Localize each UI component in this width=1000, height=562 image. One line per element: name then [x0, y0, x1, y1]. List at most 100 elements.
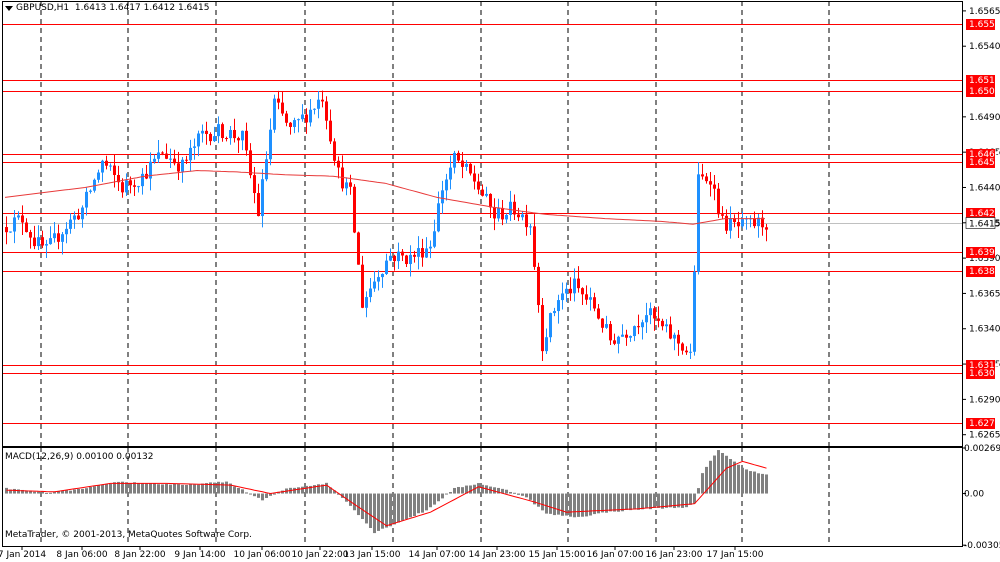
macd-title: MACD(12,26,9) 0.00100 0.00132	[5, 452, 154, 462]
candle-body	[761, 217, 764, 228]
candle-body	[125, 180, 128, 193]
candle-body	[53, 233, 56, 239]
candle-body	[273, 98, 276, 130]
macd-histogram-bar	[9, 489, 12, 494]
macd-histogram-bar	[429, 493, 432, 508]
candle-body	[525, 214, 528, 228]
candle-body	[485, 193, 488, 196]
candle-body	[433, 231, 436, 247]
candle-body	[21, 215, 24, 223]
macd-histogram-bar	[477, 483, 480, 494]
candle-body	[313, 108, 316, 110]
candle-body	[33, 237, 36, 247]
macd-histogram-bar	[333, 490, 336, 494]
candle-body	[557, 300, 560, 312]
macd-histogram-bar	[581, 493, 584, 517]
macd-histogram-bar	[265, 493, 268, 498]
candle-body	[265, 159, 268, 180]
candle-body	[417, 248, 420, 257]
candle-body	[713, 184, 716, 189]
candle-body	[689, 351, 692, 353]
candle-body	[637, 326, 640, 328]
macd-histogram-bar	[413, 493, 416, 516]
candle-body	[741, 218, 744, 227]
price-tick-label: 1.6490	[969, 113, 1000, 123]
macd-histogram-bar	[717, 450, 720, 494]
candle-body	[177, 163, 180, 172]
candle-body	[105, 160, 108, 166]
price-panel-frame	[2, 1, 963, 447]
candle-body	[17, 215, 20, 218]
macd-histogram-bar	[453, 487, 456, 494]
macd-histogram-bar	[385, 493, 388, 528]
candle-body	[321, 99, 324, 102]
candle-body	[309, 109, 312, 123]
macd-histogram-bar	[85, 488, 88, 494]
candle-body	[49, 238, 52, 245]
candle-body	[521, 214, 524, 218]
current-price-label: 1.6415	[969, 220, 1000, 230]
level-price-label: 1.6309	[969, 369, 1000, 379]
candle-body	[161, 152, 164, 154]
time-tick-label: 14 Jan 07:00	[409, 550, 466, 560]
macd-histogram-bar	[729, 459, 732, 494]
macd-histogram-bar	[597, 493, 600, 514]
candle-body	[657, 318, 660, 321]
price-tick-label: 1.6565	[969, 7, 1000, 17]
macd-histogram-bar	[133, 482, 136, 494]
macd-histogram-bar	[241, 489, 244, 494]
level-price-tag	[966, 360, 995, 371]
macd-histogram-bar	[469, 485, 472, 494]
candle-body	[513, 201, 516, 215]
level-price-label: 1.6394	[969, 248, 1000, 258]
candle-body	[653, 308, 656, 319]
macd-histogram-bar	[141, 483, 144, 494]
macd-histogram-bar	[113, 482, 116, 494]
macd-histogram-bar	[377, 493, 380, 531]
symbol-title: GBPUSD,H1 1.6413 1.6417 1.6412 1.6415	[16, 3, 209, 13]
macd-histogram-bar	[269, 493, 272, 496]
time-tick-label: 16 Jan 07:00	[587, 550, 644, 560]
macd-histogram-bar	[5, 487, 8, 494]
candle-body	[337, 160, 340, 168]
macd-histogram-bar	[713, 455, 716, 494]
level-price-label: 1.6508	[969, 87, 1000, 97]
candle-body	[685, 350, 688, 353]
candle-body	[453, 152, 456, 168]
candle-body	[333, 141, 336, 161]
macd-histogram-bar	[497, 487, 500, 494]
macd-histogram-bar	[425, 493, 428, 511]
macd-histogram-bar	[345, 493, 348, 502]
macd-histogram-bar	[25, 490, 28, 494]
macd-histogram-bar	[493, 487, 496, 494]
candle-body	[489, 193, 492, 208]
symbol-dropdown-icon[interactable]	[5, 6, 13, 11]
macd-histogram-bar	[209, 482, 212, 494]
macd-histogram-bar	[445, 493, 448, 495]
candle-body	[81, 207, 84, 220]
candle-body	[669, 324, 672, 339]
price-tick-label: 1.6365	[969, 289, 1000, 299]
candle-body	[153, 158, 156, 162]
macd-histogram-bar	[41, 491, 44, 494]
level-price-label: 1.6422	[969, 209, 1000, 219]
macd-histogram-bar	[29, 490, 32, 494]
candle-body	[461, 160, 464, 167]
candle-body	[201, 130, 204, 134]
level-price-label: 1.6314	[969, 361, 1000, 371]
macd-histogram-bar	[441, 493, 444, 499]
level-price-label: 1.6458	[969, 158, 1000, 168]
candle-body	[97, 172, 100, 180]
macd-histogram-bar	[57, 490, 60, 494]
level-price-label: 1.6516	[969, 76, 1000, 86]
candle-body	[641, 322, 644, 328]
macd-histogram-bar	[617, 493, 620, 512]
candle-body	[257, 193, 260, 217]
candle-body	[13, 217, 16, 232]
candle-body	[465, 163, 468, 167]
macd-histogram-bar	[553, 493, 556, 516]
candle-body	[737, 222, 740, 227]
candle-body	[661, 320, 664, 327]
